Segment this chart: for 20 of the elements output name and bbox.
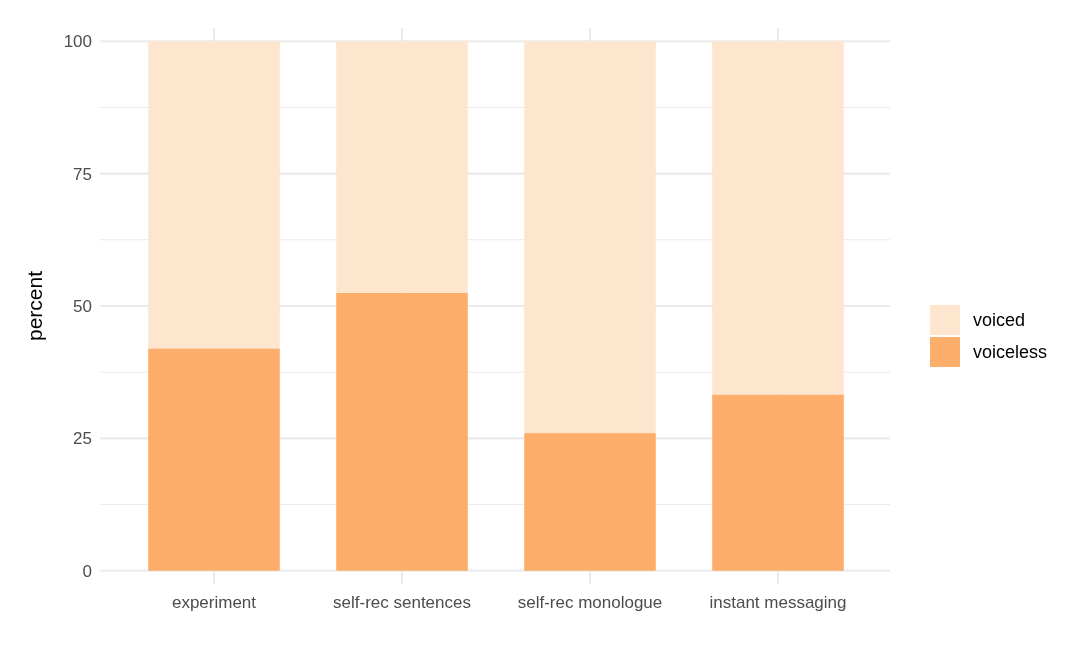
y-axis-title: percent <box>23 270 46 342</box>
y-tick-label: 50 <box>73 296 92 316</box>
bar <box>712 41 844 395</box>
bar <box>524 41 656 434</box>
x-tick-label: self-rec sentences <box>333 593 471 612</box>
y-tick-label: 100 <box>63 32 92 52</box>
x-tick-label: self-rec monologue <box>517 593 663 612</box>
bar <box>712 394 844 571</box>
bar <box>336 41 468 293</box>
y-tick-label: 75 <box>73 164 92 184</box>
legend-label: voiced <box>973 310 1026 331</box>
bar <box>524 433 656 571</box>
bar <box>148 348 280 571</box>
legend-label: voiceless <box>973 342 1048 363</box>
y-tick-label: 0 <box>82 561 92 581</box>
bar <box>148 41 280 349</box>
y-tick-label: 25 <box>73 429 92 449</box>
bar <box>336 292 468 571</box>
x-tick-label: instant messaging <box>709 593 847 612</box>
x-tick-label: experiment <box>171 593 257 612</box>
